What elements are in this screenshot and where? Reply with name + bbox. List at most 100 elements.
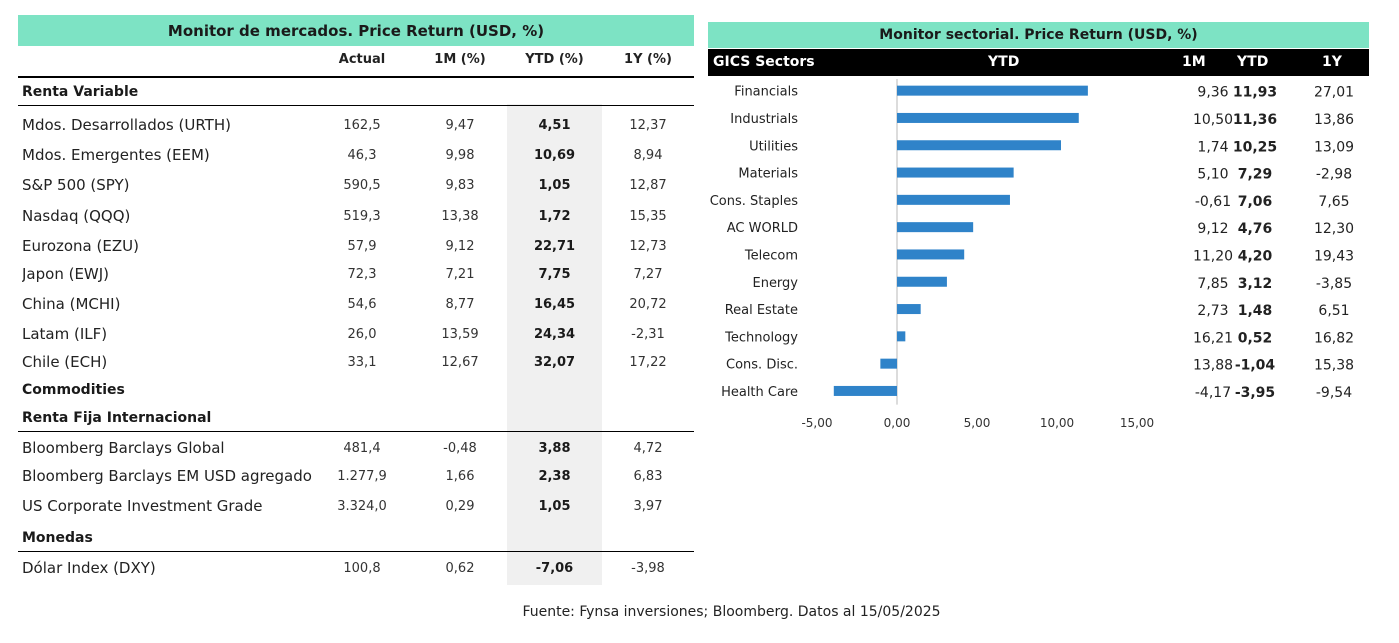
- category-label: Cons. Disc.: [726, 358, 798, 373]
- sector-ytd-value: 7,06: [1238, 194, 1273, 210]
- cell-ytd: 1,05: [538, 499, 571, 514]
- cell-actual: 57,9: [347, 239, 377, 254]
- category-label: Cons. Staples: [710, 194, 798, 209]
- instrument-name: S&P 500 (SPY): [22, 176, 130, 194]
- table-row: Bloomberg Barclays Global 481,4 -0,48 3,88 4…: [18, 434, 694, 461]
- x-tick-label: 10,00: [1040, 416, 1074, 430]
- sector-ytd-value: 11,93: [1233, 85, 1277, 101]
- table-row: Dólar Index (DXY) 100,8 0,62 -7,06 -3,98: [18, 554, 694, 581]
- x-tick-label: 0,00: [884, 416, 911, 430]
- cell-y1: -3,98: [631, 561, 665, 576]
- table-row: China (MCHI) 54,6 8,77 16,45 20,72: [18, 290, 694, 317]
- sector-y1-value: 13,86: [1314, 112, 1354, 128]
- bar: [897, 249, 965, 260]
- col-ytd: YTD (%): [525, 52, 584, 67]
- bar: [897, 276, 947, 287]
- bar: [897, 304, 921, 315]
- cell-y1: 12,87: [629, 178, 667, 193]
- cell-m1: 13,59: [441, 327, 479, 342]
- section-title: Commodities: [22, 382, 125, 398]
- category-label: Materials: [738, 167, 798, 182]
- table-row: Nasdaq (QQQ) 519,3 13,38 1,72 15,35: [18, 202, 694, 229]
- x-tick-label: -5,00: [801, 416, 832, 430]
- sector-y1-value: 16,82: [1314, 330, 1354, 346]
- sector-y1-value: 12,30: [1314, 221, 1354, 237]
- table-row: S&P 500 (SPY) 590,5 9,83 1,05 12,87: [18, 171, 694, 198]
- bar: [880, 358, 897, 369]
- sector-header-bar: GICS Sectors YTD 1M YTD 1Y: [708, 49, 1369, 76]
- cell-actual: 100,8: [343, 561, 381, 576]
- cell-actual: 162,5: [343, 118, 381, 133]
- sector-ytd-value: 0,52: [1238, 330, 1273, 346]
- cell-m1: 12,67: [441, 355, 479, 370]
- cell-y1: 12,37: [629, 118, 667, 133]
- section-title: Renta Fija Internacional: [22, 410, 212, 426]
- section-header: Monedas: [18, 525, 694, 552]
- cell-y1: 4,72: [633, 441, 663, 456]
- table-row: Mdos. Desarrollados (URTH) 162,5 9,47 4,51 1…: [18, 111, 694, 138]
- cell-m1: 0,29: [445, 499, 475, 514]
- instrument-name: Dólar Index (DXY): [22, 559, 156, 577]
- instrument-name: Latam (ILF): [22, 325, 108, 343]
- bar: [897, 85, 1088, 96]
- instrument-name: Nasdaq (QQQ): [22, 207, 131, 225]
- sector-m1-value: 9,12: [1197, 221, 1228, 237]
- cell-ytd: -7,06: [535, 561, 574, 576]
- cell-y1: 20,72: [629, 297, 667, 312]
- col-actual: Actual: [338, 52, 386, 67]
- market-monitor: Monitor de mercados. Price Return (USD, …: [18, 15, 694, 585]
- sector-y1-value: 15,38: [1314, 358, 1354, 374]
- sector-ytd-value: 11,36: [1233, 112, 1277, 128]
- cell-m1: 7,21: [445, 267, 475, 282]
- sector-ytd-value: 4,20: [1238, 248, 1273, 264]
- header-chart-ytd: YTD: [988, 54, 1020, 70]
- cell-y1: 15,35: [629, 209, 667, 224]
- bar: [897, 194, 1010, 205]
- sector-monitor: Monitor sectorial. Price Return (USD, %)…: [708, 22, 1369, 442]
- section-header: Renta Fija Internacional: [18, 405, 694, 432]
- cell-y1: 6,83: [633, 469, 663, 484]
- cell-m1: 0,62: [445, 561, 475, 576]
- sector-y1-value: 19,43: [1314, 248, 1354, 264]
- bar: [897, 167, 1014, 178]
- category-label: Health Care: [721, 385, 798, 400]
- category-label: Telecom: [744, 248, 798, 263]
- cell-m1: 8,77: [445, 297, 475, 312]
- cell-actual: 33,1: [347, 355, 377, 370]
- cell-actual: 26,0: [347, 327, 377, 342]
- ytd-column-shade: [507, 104, 602, 585]
- cell-y1: 17,22: [629, 355, 667, 370]
- cell-ytd: 16,45: [533, 297, 576, 312]
- header-ytd: YTD: [1237, 54, 1269, 70]
- section-title: Monedas: [22, 530, 93, 546]
- sector-m1-value: 10,50: [1193, 112, 1233, 128]
- bar: [897, 140, 1061, 151]
- table-row: Chile (ECH) 33,1 12,67 32,07 17,22: [18, 348, 694, 375]
- sector-m1-value: 16,21: [1193, 330, 1233, 346]
- cell-actual: 590,5: [343, 178, 381, 193]
- cell-y1: 3,97: [633, 499, 663, 514]
- cell-ytd: 4,51: [538, 118, 571, 133]
- cell-m1: 9,83: [445, 178, 475, 193]
- col-1y: 1Y (%): [624, 52, 672, 67]
- sector-m1-value: 9,36: [1197, 85, 1228, 101]
- sector-y1-value: 6,51: [1318, 303, 1349, 319]
- bar: [897, 222, 974, 233]
- category-label: Utilities: [749, 139, 798, 154]
- sector-ytd-value: 1,48: [1238, 303, 1273, 319]
- sector-y1-value: -2,98: [1316, 167, 1352, 183]
- sector-ytd-value: 10,25: [1233, 139, 1277, 155]
- sector-y1-value: 7,65: [1318, 194, 1349, 210]
- cell-y1: 12,73: [629, 239, 667, 254]
- instrument-name: Mdos. Desarrollados (URTH): [22, 116, 231, 134]
- sector-ytd-value: 4,76: [1238, 221, 1273, 237]
- sector-m1-value: 7,85: [1197, 276, 1228, 292]
- sector-m1-value: -0,61: [1195, 194, 1231, 210]
- sector-ytd-value: 7,29: [1238, 167, 1273, 183]
- sector-y1-value: 27,01: [1314, 85, 1354, 101]
- section-title: Renta Variable: [22, 84, 139, 100]
- sector-ytd-value: -3,95: [1235, 385, 1275, 401]
- cell-ytd: 7,75: [538, 267, 571, 282]
- cell-m1: 13,38: [441, 209, 479, 224]
- cell-m1: 1,66: [445, 469, 475, 484]
